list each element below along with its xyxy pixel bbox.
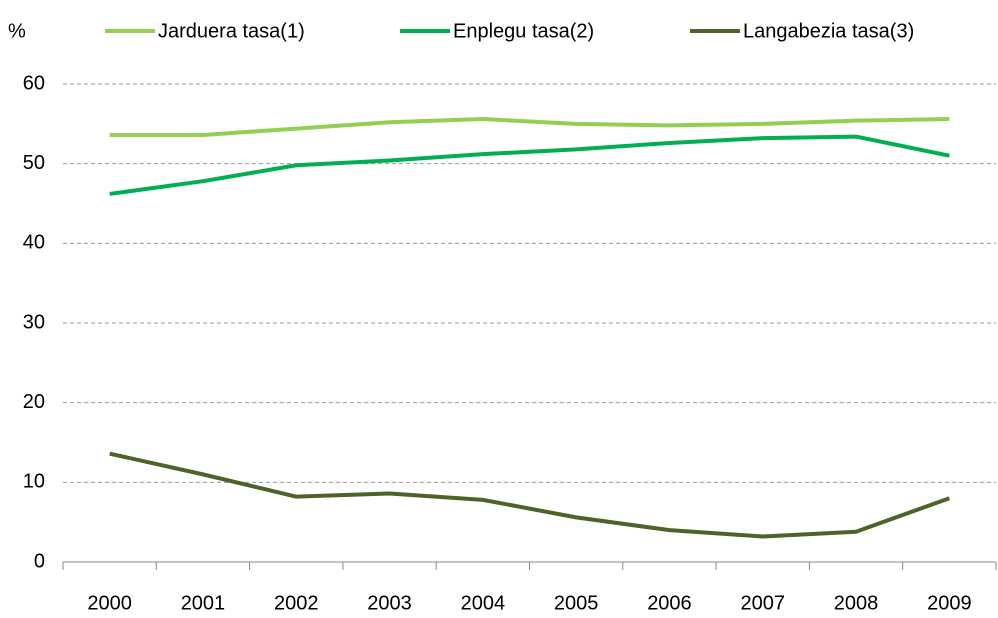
series-line xyxy=(109,117,950,137)
legend-label: Enplegu tasa(2) xyxy=(453,20,594,42)
series-line xyxy=(109,451,951,539)
x-tick-label: 2005 xyxy=(554,592,599,614)
legend-label: Langabezia tasa(3) xyxy=(743,20,914,42)
x-tick-label: 2006 xyxy=(647,592,692,614)
x-tick-label: 2008 xyxy=(834,592,879,614)
y-tick-label: 40 xyxy=(23,232,45,254)
y-tick-label: 0 xyxy=(34,550,45,572)
x-tick-label: 2001 xyxy=(181,592,226,614)
x-tick-label: 2003 xyxy=(367,592,412,614)
x-tick-label: 2002 xyxy=(274,592,319,614)
x-tick-label: 2004 xyxy=(461,592,506,614)
series-line xyxy=(109,134,950,196)
y-tick-label: 30 xyxy=(23,311,45,333)
y-tick-label: 50 xyxy=(23,152,45,174)
y-tick-label: 60 xyxy=(23,72,45,94)
y-tick-label: 20 xyxy=(23,391,45,413)
x-tick-label: 2007 xyxy=(741,592,786,614)
legend-label: Jarduera tasa(1) xyxy=(158,20,305,42)
x-tick-label: 2009 xyxy=(927,592,972,614)
y-tick-label: 10 xyxy=(23,471,45,493)
y-axis-label: % xyxy=(8,20,26,42)
x-tick-label: 2000 xyxy=(87,592,132,614)
